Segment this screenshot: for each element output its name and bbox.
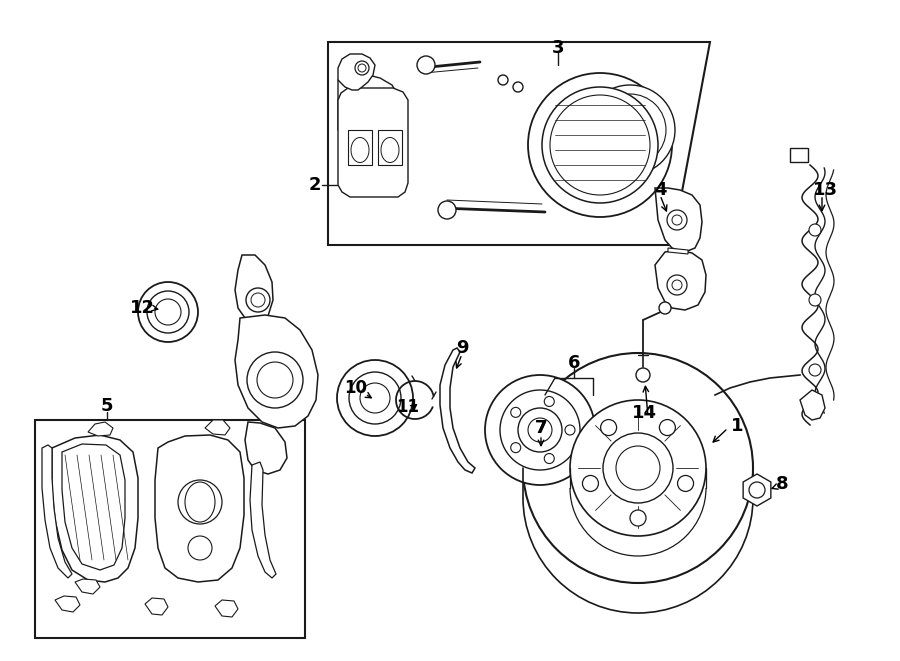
Circle shape	[749, 482, 765, 498]
Polygon shape	[338, 88, 408, 197]
Polygon shape	[338, 73, 398, 140]
Text: 5: 5	[101, 397, 113, 415]
Circle shape	[500, 390, 580, 470]
Polygon shape	[42, 445, 72, 578]
Circle shape	[616, 446, 660, 490]
Polygon shape	[245, 422, 287, 474]
Polygon shape	[348, 130, 372, 165]
Circle shape	[667, 275, 687, 295]
Circle shape	[636, 368, 650, 382]
Circle shape	[544, 453, 554, 463]
Circle shape	[550, 95, 650, 195]
Circle shape	[544, 397, 554, 407]
Polygon shape	[235, 315, 318, 428]
Circle shape	[809, 224, 821, 236]
Circle shape	[251, 293, 265, 307]
Circle shape	[417, 56, 435, 74]
Text: 4: 4	[653, 181, 666, 199]
Circle shape	[518, 408, 562, 452]
Circle shape	[672, 215, 682, 225]
Circle shape	[594, 94, 666, 166]
Text: 10: 10	[345, 379, 367, 397]
Circle shape	[542, 87, 658, 203]
Circle shape	[565, 425, 575, 435]
Polygon shape	[62, 444, 125, 570]
Circle shape	[188, 536, 212, 560]
Circle shape	[585, 85, 675, 175]
Polygon shape	[55, 596, 80, 612]
Circle shape	[528, 418, 552, 442]
Circle shape	[246, 288, 270, 312]
Text: 7: 7	[535, 419, 547, 437]
Circle shape	[582, 475, 599, 491]
Circle shape	[510, 443, 521, 453]
Polygon shape	[440, 348, 475, 473]
Circle shape	[630, 510, 646, 526]
Circle shape	[660, 420, 675, 436]
Circle shape	[678, 475, 694, 491]
Circle shape	[355, 61, 369, 75]
Polygon shape	[235, 255, 273, 322]
Circle shape	[138, 282, 198, 342]
Circle shape	[603, 433, 673, 503]
Circle shape	[513, 82, 523, 92]
Polygon shape	[328, 42, 710, 245]
Circle shape	[485, 375, 595, 485]
Circle shape	[523, 353, 753, 583]
Circle shape	[659, 302, 671, 314]
Circle shape	[438, 201, 456, 219]
Polygon shape	[155, 435, 244, 582]
Text: 7: 7	[535, 419, 547, 437]
Circle shape	[528, 73, 672, 217]
Polygon shape	[52, 435, 138, 582]
Circle shape	[570, 400, 706, 536]
Polygon shape	[215, 600, 238, 617]
Circle shape	[809, 294, 821, 306]
Text: 14: 14	[632, 404, 656, 422]
Text: 1: 1	[731, 417, 743, 435]
Circle shape	[498, 75, 508, 85]
Polygon shape	[378, 130, 402, 165]
Circle shape	[178, 480, 222, 524]
Circle shape	[155, 299, 181, 325]
Text: 11: 11	[397, 398, 419, 416]
Circle shape	[360, 383, 390, 413]
Circle shape	[600, 420, 617, 436]
Polygon shape	[655, 188, 702, 252]
Polygon shape	[88, 422, 113, 436]
Polygon shape	[145, 598, 168, 615]
Polygon shape	[338, 54, 375, 90]
Circle shape	[672, 280, 682, 290]
Polygon shape	[743, 474, 771, 506]
Text: 12: 12	[130, 299, 155, 317]
Polygon shape	[800, 390, 825, 420]
Circle shape	[257, 362, 293, 398]
Circle shape	[809, 364, 821, 376]
Circle shape	[667, 210, 687, 230]
Text: 8: 8	[776, 475, 788, 493]
Polygon shape	[205, 420, 230, 435]
Text: 13: 13	[813, 181, 838, 199]
Polygon shape	[790, 148, 808, 162]
Polygon shape	[668, 248, 688, 254]
Text: 6: 6	[568, 354, 580, 372]
Polygon shape	[655, 250, 706, 310]
Text: 2: 2	[309, 176, 321, 194]
Circle shape	[337, 360, 413, 436]
Text: 9: 9	[455, 339, 468, 357]
Circle shape	[358, 64, 366, 72]
Polygon shape	[250, 462, 276, 578]
Polygon shape	[75, 579, 100, 594]
Text: 3: 3	[552, 39, 564, 57]
Bar	[35, 420, 305, 638]
Circle shape	[147, 291, 189, 333]
Circle shape	[349, 372, 401, 424]
Circle shape	[247, 352, 303, 408]
Circle shape	[510, 407, 521, 417]
